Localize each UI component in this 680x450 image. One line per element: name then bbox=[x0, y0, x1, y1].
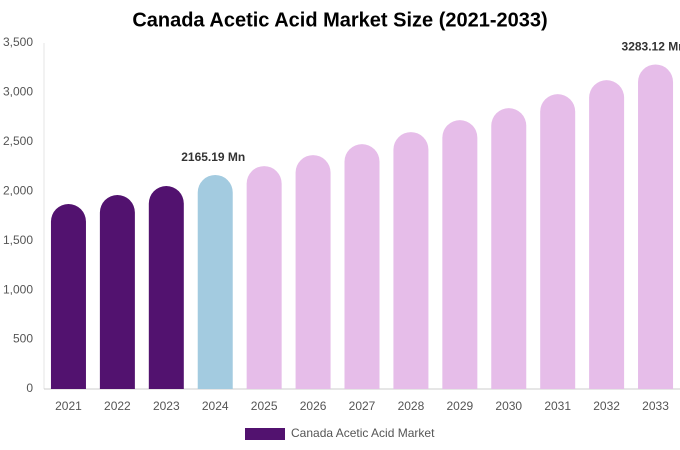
y-tick-label: 0 bbox=[26, 381, 33, 395]
x-tick-label: 2021 bbox=[55, 399, 82, 413]
y-tick-label: 3,500 bbox=[3, 35, 33, 49]
x-tick-label: 2032 bbox=[593, 399, 620, 413]
y-tick-label: 3,000 bbox=[3, 85, 33, 99]
x-tick-label: 2030 bbox=[495, 399, 522, 413]
bar bbox=[99, 195, 135, 389]
x-tick-label: 2026 bbox=[300, 399, 327, 413]
bar bbox=[246, 166, 282, 389]
bar bbox=[540, 94, 576, 390]
x-tick-label: 2023 bbox=[153, 399, 180, 413]
x-tick-label: 2033 bbox=[642, 399, 669, 413]
x-tick-label: 2022 bbox=[104, 399, 131, 413]
y-tick-label: 1,000 bbox=[3, 282, 33, 296]
y-tick-label: 1,500 bbox=[3, 233, 33, 247]
x-tick-label: 2025 bbox=[251, 399, 278, 413]
x-tick-label: 2029 bbox=[446, 399, 473, 413]
chart-title: Canada Acetic Acid Market Size (2021-203… bbox=[132, 9, 547, 31]
bar bbox=[638, 64, 674, 390]
x-tick-label: 2031 bbox=[544, 399, 571, 413]
x-tick-label: 2028 bbox=[398, 399, 425, 413]
bar bbox=[442, 120, 478, 389]
bar bbox=[393, 132, 429, 389]
bar bbox=[491, 108, 527, 390]
value-label: 3283.12 Mn bbox=[622, 40, 680, 54]
bar bbox=[295, 155, 331, 389]
bar bbox=[148, 186, 184, 389]
x-tick-label: 2024 bbox=[202, 399, 229, 413]
legend-label: Canada Acetic Acid Market bbox=[291, 426, 435, 440]
x-tick-label: 2027 bbox=[349, 399, 376, 413]
bar bbox=[344, 144, 380, 389]
bar bbox=[589, 80, 625, 389]
y-tick-label: 2,500 bbox=[3, 134, 33, 148]
bar bbox=[197, 174, 233, 389]
bar bbox=[50, 204, 86, 389]
y-tick-label: 500 bbox=[13, 332, 33, 346]
y-tick-label: 2,000 bbox=[3, 183, 33, 197]
value-label: 2165.19 Mn bbox=[181, 150, 245, 164]
legend-swatch bbox=[245, 428, 285, 440]
